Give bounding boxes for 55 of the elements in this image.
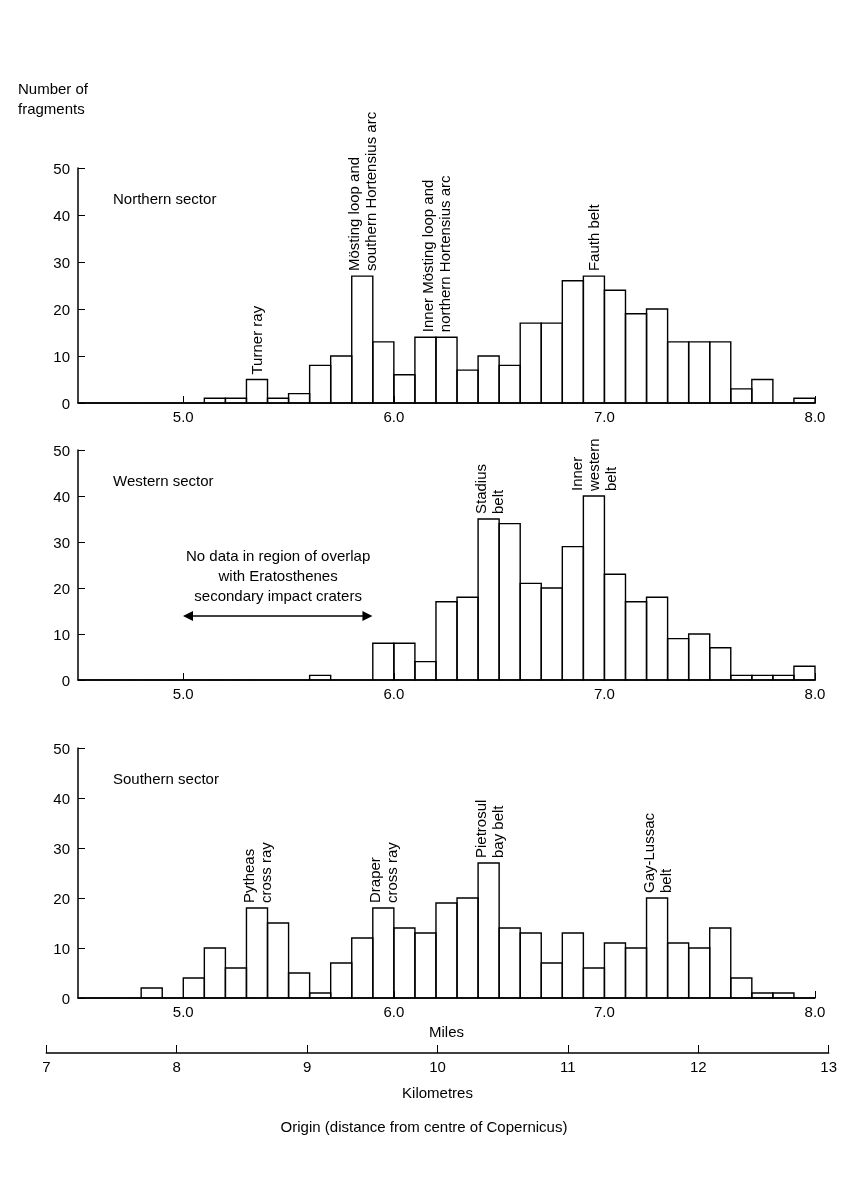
x2-tick-label: 10 — [429, 1058, 446, 1075]
y-tick-label: 50 — [53, 739, 70, 757]
y-axis-title: Number of fragments — [18, 79, 89, 117]
x-tick-label: 7.0 — [594, 1003, 615, 1020]
text: Southern sector — [113, 770, 219, 787]
x2-tick-label: 11 — [560, 1058, 576, 1075]
x-tick-label: 5.0 — [172, 408, 194, 425]
y-tick-label: 40 — [53, 206, 70, 224]
y-tick-label: 20 — [53, 889, 70, 907]
annotation: Inner Mösting loop and northern Hortensius arc — [418, 174, 453, 333]
y-tick-label: 0 — [61, 394, 70, 412]
y-tick-label: 50 — [53, 441, 70, 459]
x-axis-title: Miles — [428, 1023, 465, 1040]
x2-tick-label: 12 — [689, 1058, 707, 1075]
text: Northern sector — [113, 190, 217, 207]
x-tick-label: 8.0 — [804, 685, 826, 702]
y-tick-label: 10 — [53, 939, 70, 957]
annotation: Inner western belt — [568, 438, 620, 492]
x-tick-label: 8.0 — [804, 408, 826, 425]
y-tick-label: 20 — [53, 579, 70, 597]
x2-tick-label: 7 — [42, 1058, 51, 1075]
y-tick-label: 10 — [53, 347, 70, 365]
x-tick-label: 6.0 — [383, 1003, 405, 1020]
annotation: Draper cross ray — [366, 841, 401, 903]
y-tick-label: 40 — [53, 789, 70, 807]
annotation: Turner ray — [248, 305, 266, 375]
x2-tick-label: 13 — [820, 1058, 837, 1075]
text: Western sector — [113, 472, 214, 489]
annotation: Gay-Lussac belt — [640, 812, 675, 893]
x-tick-label: 8.0 — [804, 1003, 826, 1020]
x-tick-label: 7.0 — [594, 408, 615, 425]
x2-tick-label: 9 — [302, 1058, 312, 1075]
y-tick-label: 30 — [53, 533, 70, 551]
y-tick-label: 30 — [53, 253, 70, 271]
text: Origin (distance from centre of Copernicus) — [280, 1118, 568, 1135]
annotation: Pytheas cross ray — [239, 841, 274, 903]
annotation: No data in region of overlap with Eratosthenes secondary impact craters — [185, 547, 371, 605]
x2-axis-title: Kilometres — [402, 1084, 473, 1101]
y-tick-label: 10 — [53, 625, 70, 643]
y-tick-label: 30 — [53, 839, 70, 857]
annotation: Pietrosul bay belt — [471, 799, 506, 858]
y-tick-label: 50 — [53, 159, 70, 177]
annotation: Fauth belt — [585, 203, 603, 272]
annotation: Stadius belt — [471, 463, 506, 514]
x2-tick-label: 8 — [172, 1058, 181, 1075]
annotation: Mösting loop and southern Hortensius arc — [345, 111, 380, 272]
y-tick-label: 0 — [61, 989, 70, 1007]
x-tick-label: 5.0 — [172, 685, 194, 702]
x-tick-label: 5.0 — [172, 1003, 194, 1020]
x-tick-label: 6.0 — [383, 408, 405, 425]
y-tick-label: 20 — [53, 300, 70, 318]
x-tick-label: 6.0 — [383, 685, 405, 702]
y-tick-label: 0 — [61, 671, 70, 689]
x-tick-label: 7.0 — [594, 685, 615, 702]
y-tick-label: 40 — [53, 487, 70, 505]
